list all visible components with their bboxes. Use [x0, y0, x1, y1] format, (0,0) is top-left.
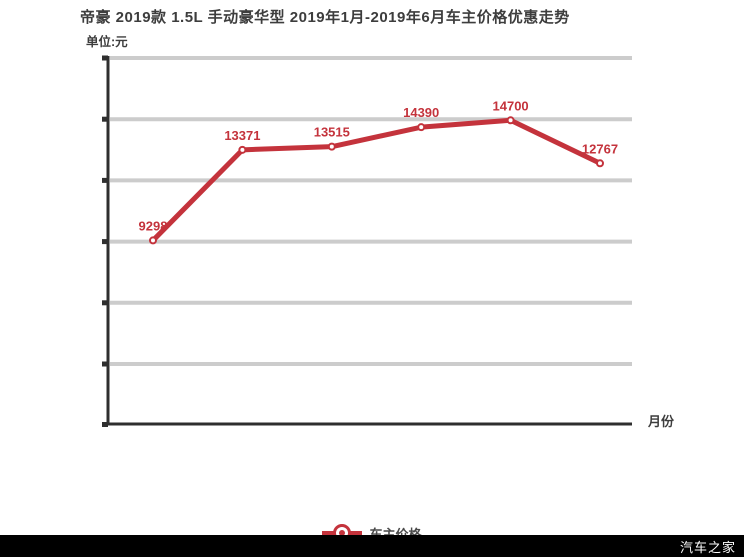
svg-text:12767: 12767 [582, 141, 618, 156]
svg-text:14390: 14390 [403, 105, 439, 120]
svg-text:13371: 13371 [224, 128, 260, 143]
footer-bar: 汽车之家 [0, 535, 744, 557]
svg-text:13515: 13515 [314, 125, 350, 140]
x-axis-label: 月份 [648, 414, 675, 429]
line-chart: 9298 13371 13515 14390 14700 12767 [102, 55, 632, 427]
chart-title: 帝豪 2019款 1.5L 手动豪华型 2019年1月-2019年6月车主价格优… [80, 9, 570, 26]
svg-text:9298: 9298 [139, 218, 168, 233]
brand-watermark: 汽车之家 [679, 539, 736, 555]
svg-text:14700: 14700 [493, 98, 529, 113]
unit-label: 单位:元 [86, 35, 128, 49]
